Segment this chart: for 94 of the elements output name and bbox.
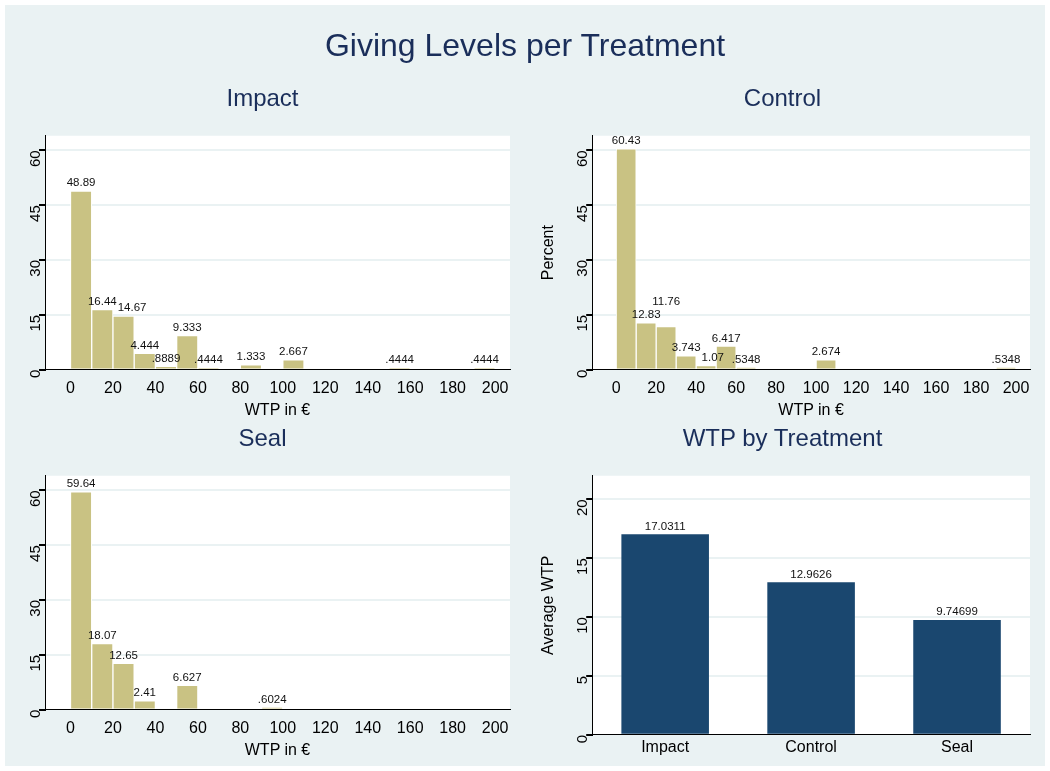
data-label: 2.667 [279, 345, 308, 358]
x-tick-label: 0 [611, 378, 621, 396]
x-tick-label: 200 [481, 378, 509, 396]
x-tick-label: Control [785, 737, 837, 755]
x-tick-label: Seal [941, 737, 974, 755]
y-tick-label: 0 [573, 369, 591, 378]
x-tick-label: 60 [727, 378, 746, 396]
y-tick-label: 15 [573, 558, 591, 575]
x-tick-label: 180 [962, 378, 990, 396]
x-tick-label: 100 [269, 378, 297, 396]
data-label: 17.0311 [644, 519, 686, 532]
data-label: 2.41 [133, 686, 156, 699]
x-tick-label: 100 [269, 718, 297, 736]
x-tick-label: 40 [146, 378, 165, 396]
x-tick-label: 0 [66, 378, 76, 396]
x-tick-label: 40 [146, 718, 165, 736]
y-tick-label: 20 [573, 499, 591, 517]
data-label: 16.44 [87, 294, 118, 307]
x-tick-label: 100 [802, 378, 830, 396]
data-label: 9.74699 [936, 605, 978, 618]
x-tick-label: 160 [922, 378, 950, 396]
y-tick-label: 30 [26, 260, 44, 277]
data-label: .4444 [470, 353, 500, 366]
data-label: 12.65 [109, 648, 138, 661]
x-tick-label: 140 [354, 718, 382, 736]
x-tick-label: 120 [311, 718, 339, 736]
data-label: .5348 [731, 353, 761, 366]
chart-title: WTP by Treatment [682, 424, 883, 452]
data-label: 9.333 [172, 320, 202, 333]
y-tick-label: 30 [26, 600, 44, 617]
x-tick-label: 200 [481, 718, 509, 736]
x-tick-label: 80 [231, 718, 250, 736]
x-tick-label: 20 [647, 378, 666, 396]
y-tick-label: 15 [26, 314, 44, 332]
y-tick-label: 60 [26, 490, 44, 508]
x-tick-label: 120 [842, 378, 870, 396]
data-label: 11.76 [652, 295, 681, 308]
data-label: 18.07 [87, 629, 117, 642]
x-tick-label: 200 [1002, 378, 1030, 396]
x-tick-label: 140 [354, 378, 382, 396]
x-tick-label: 120 [311, 378, 339, 396]
data-label: 4.444 [130, 338, 160, 351]
y-tick-label: 10 [573, 617, 591, 634]
x-tick-label: 40 [687, 378, 706, 396]
data-label: 14.67 [117, 301, 147, 314]
x-axis-title: WTP in € [778, 400, 844, 418]
data-label: .5348 [991, 353, 1021, 366]
y-tick-label: 15 [573, 314, 591, 332]
chart-title: Seal [238, 424, 287, 452]
y-tick-label: 45 [26, 205, 44, 222]
y-axis-title: Average WTP [539, 555, 557, 655]
x-tick-label: 20 [104, 378, 122, 396]
y-tick-label: 60 [26, 150, 44, 168]
y-tick-label: 5 [573, 675, 591, 685]
data-label: 60.43 [611, 134, 641, 147]
x-axis-title: WTP in € [244, 740, 311, 758]
x-tick-label: 80 [767, 378, 786, 396]
data-label: .6024 [257, 692, 288, 705]
x-tick-label: 60 [188, 378, 207, 396]
y-tick-label: 15 [26, 654, 44, 672]
x-axis-title: WTP in € [244, 400, 311, 418]
x-tick-label: 60 [188, 718, 207, 736]
x-tick-label: 0 [66, 718, 76, 736]
data-label: 2.674 [811, 345, 842, 358]
y-tick-label: 45 [573, 205, 591, 222]
data-label: 48.89 [66, 176, 96, 189]
chart-title: Control [743, 84, 822, 112]
data-label: 1.333 [236, 350, 266, 363]
y-axis-title: Percent [539, 224, 557, 281]
x-tick-label: 180 [439, 378, 467, 396]
text: Giving Levels per Treatment [323, 25, 727, 65]
y-tick-label: 45 [26, 545, 44, 562]
y-tick-label: 0 [26, 709, 44, 718]
chart-title: Impact [226, 84, 299, 112]
x-tick-label: 80 [231, 378, 250, 396]
x-tick-label: 140 [882, 378, 910, 396]
data-label: 6.627 [172, 670, 202, 683]
data-label: .4444 [385, 353, 415, 366]
x-tick-label: Impact [641, 737, 690, 755]
x-tick-label: 180 [439, 718, 467, 736]
x-tick-label: 20 [104, 718, 122, 736]
y-tick-label: 60 [573, 150, 591, 168]
y-tick-label: 30 [573, 260, 591, 277]
data-label: .4444 [194, 353, 224, 366]
data-label: .8889 [151, 351, 181, 364]
data-label: 3.743 [671, 341, 701, 354]
data-label: 6.417 [711, 331, 741, 344]
data-label: 1.07 [701, 351, 724, 364]
data-label: 59.64 [66, 477, 97, 490]
x-tick-label: 160 [396, 378, 424, 396]
y-tick-label: 0 [26, 369, 44, 378]
data-label: 12.9626 [790, 567, 832, 580]
data-label: 12.83 [631, 308, 661, 321]
x-tick-label: 160 [396, 718, 424, 736]
